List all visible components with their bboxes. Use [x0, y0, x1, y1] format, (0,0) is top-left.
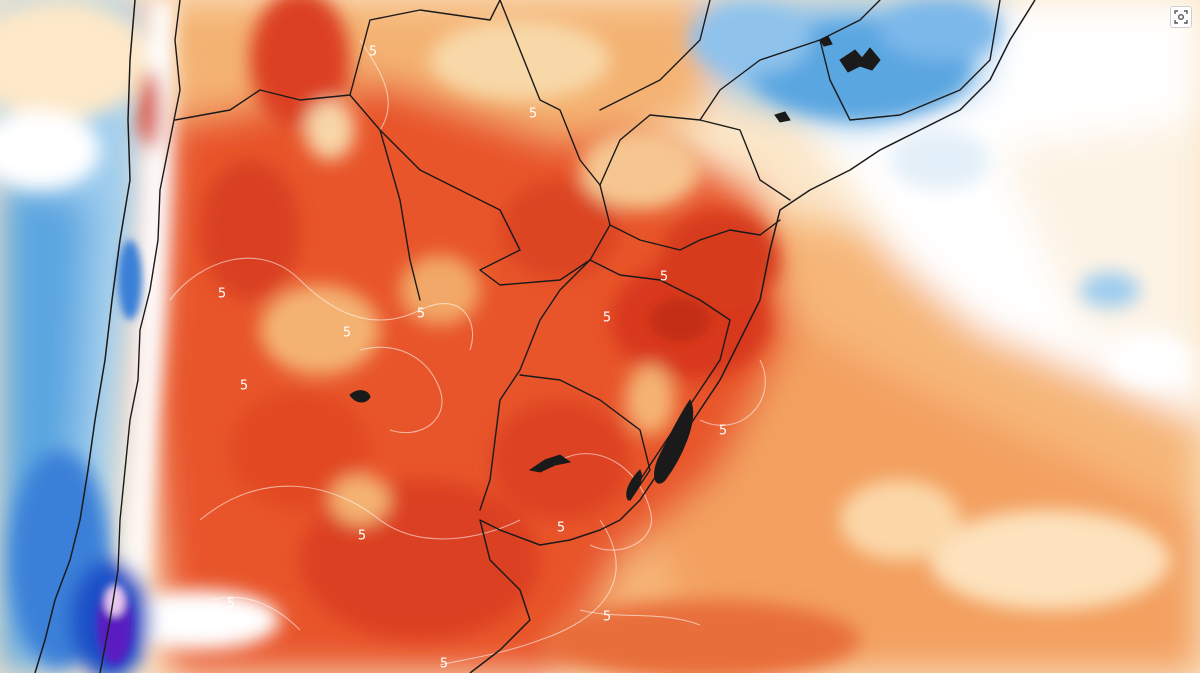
contour-label: 5 [440, 657, 448, 672]
argentina-uruguay-border [479, 259, 591, 511]
lagoa-dos-patos [654, 399, 694, 484]
contour-label: 5 [218, 287, 226, 302]
contour-label: 5 [369, 45, 377, 60]
uruguay-reservoir [528, 454, 572, 473]
contour-labels: 5 5 5 5 5 5 5 5 5 5 5 5 5 5 [218, 45, 727, 672]
paraguay-border-south [349, 94, 611, 286]
field-core-layer [97, 240, 710, 665]
mar-chiquita-lake [349, 390, 371, 403]
brazil-state-border-5 [819, 0, 1001, 121]
brazil-state-border-2 [609, 219, 781, 251]
brazil-state-border-4 [699, 0, 881, 121]
contour-label: 5 [529, 107, 537, 122]
argentina-interior-border [379, 129, 421, 301]
lagoa-mirim [626, 469, 642, 501]
contour-label: 5 [603, 610, 611, 625]
contour-label: 5 [417, 307, 425, 322]
uruguay-brazil-border [519, 374, 651, 501]
screenshot-capture-icon [1174, 10, 1188, 24]
sao-paulo-reservoirs [839, 47, 881, 73]
contour-label: 5 [719, 424, 727, 439]
andes-border [99, 0, 181, 673]
contour-label: 5 [358, 529, 366, 544]
contour-label: 5 [660, 270, 668, 285]
pacific-coastline [34, 0, 136, 673]
rio-grande-do-sul-border [589, 259, 731, 501]
brazil-state-border-3 [599, 0, 711, 111]
contour-label: 5 [343, 326, 351, 341]
argentina-paraguay-border [349, 0, 501, 96]
bolivia-argentina-border [174, 89, 351, 121]
small-reservoir-1 [774, 111, 791, 123]
paraguay-brazil-border [499, 0, 601, 186]
contour-lines [169, 39, 766, 666]
contour-label: 5 [240, 379, 248, 394]
borders-and-coastlines [34, 0, 1036, 673]
contour-label: 5 [557, 521, 565, 536]
contour-label: 5 [603, 311, 611, 326]
contour-label: 5 [227, 597, 235, 612]
screenshot-capture-button[interactable] [1170, 6, 1192, 28]
small-reservoir-2 [819, 35, 833, 47]
